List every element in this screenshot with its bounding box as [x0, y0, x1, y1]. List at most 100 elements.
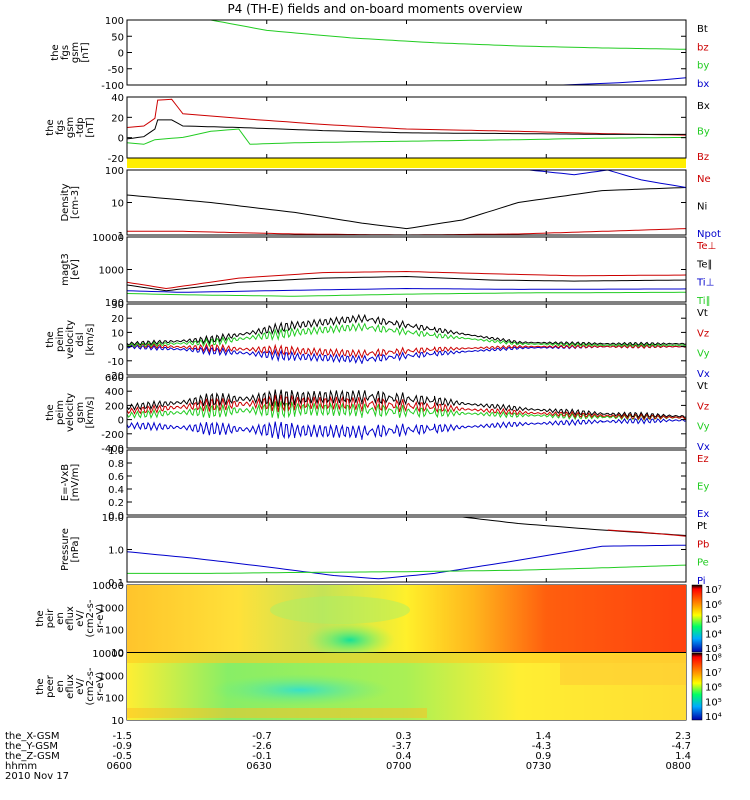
legend-entry-vz: Vz — [697, 401, 709, 412]
y-tick-label: 0.8 — [108, 459, 124, 470]
panel-frame — [126, 19, 687, 86]
legend-entry-vx: Vx — [697, 442, 710, 453]
legend-entry-ex: Ex — [697, 509, 709, 520]
panel-fgs-gsm: 100 50 0 -50 -100 thefgsgsm[nT] Bt bz by bx — [50, 16, 709, 92]
legend-entry-ti: Ti⊥ — [696, 278, 714, 289]
y-tick-label: 100 — [105, 166, 124, 177]
y-tick-label: 100 — [105, 16, 124, 27]
series-peim-velocity-gsm-Vz — [127, 394, 686, 421]
legend-entry-vt: Vt — [697, 308, 708, 319]
y-tick-label: 1.0 — [108, 446, 124, 457]
legend-entry-vz: Vz — [697, 328, 709, 339]
series-fgs-gsm-by — [210, 20, 686, 50]
legend-entry-pi: Pi — [697, 576, 706, 587]
y-tick-label: 600 — [105, 373, 124, 384]
y-tick-label: 10000 — [92, 649, 124, 660]
x-axis-value: -4.3 — [532, 741, 552, 752]
panel-frame — [126, 516, 687, 583]
mode-bar — [127, 158, 686, 168]
legend-entry-ne: Ne — [697, 174, 711, 185]
x-axis-value: 0700 — [386, 761, 411, 772]
legend-entry-npot: Npot — [697, 229, 721, 240]
legend-entry-by: by — [697, 61, 709, 72]
series-peim-velocity-gsm-Vy — [127, 401, 686, 422]
colorbar-tick-label: 10⁵ — [705, 697, 722, 708]
legend-entry-ez: Ez — [697, 454, 709, 465]
series-mom-temp-Te∥ — [127, 275, 686, 292]
y-tick-label: 30 — [111, 300, 124, 311]
series-pressure-Pi — [127, 544, 686, 580]
colorbar-tick-label: 10⁶ — [705, 683, 722, 694]
colorbar-tick-label: 10⁴ — [705, 629, 722, 640]
legend-entry-vy: Vy — [697, 422, 710, 433]
y-tick-label: 10 — [111, 716, 124, 727]
y-tick-label: 10.0 — [102, 513, 124, 524]
series-density-Ne — [127, 228, 686, 235]
legend-entry-pe: Pe — [697, 558, 709, 569]
heatmap-ion-spectrogram — [127, 585, 686, 658]
colorbar-tick-label: 10⁸ — [705, 653, 722, 664]
y-axis-label: thefgsgsm[nT] — [50, 42, 91, 63]
series-mom-temp-Ti∥ — [127, 291, 686, 297]
y-tick-label: 0 — [118, 134, 124, 145]
legend-entry-bx: Bx — [697, 101, 710, 112]
legend-entry-ey: Ey — [697, 482, 709, 493]
x-axis-value: -0.7 — [252, 731, 272, 742]
y-tick-label: 0.4 — [108, 485, 124, 496]
x-axis-value: 0630 — [246, 761, 271, 772]
y-tick-label: 0.2 — [108, 498, 124, 509]
legend-entry-pb: Pb — [697, 539, 709, 550]
x-axis-value: 1.4 — [535, 731, 551, 742]
y-axis-label: magt3[eV] — [60, 253, 81, 286]
panel-frame — [126, 449, 687, 516]
y-tick-label: 0.1 — [108, 578, 124, 589]
y-tick-label: 100 — [105, 626, 124, 637]
y-tick-label: -400 — [101, 444, 124, 455]
y-axis-label: E=-VxB[mV/m] — [60, 464, 81, 502]
colorbar-ion — [691, 584, 703, 653]
y-axis-label: thepeirenefluxeV/(cm2-s-sr-eV) — [35, 599, 106, 637]
x-axis-value: -3.7 — [392, 741, 412, 752]
x-axis-value: -1.5 — [112, 731, 132, 742]
series-peim-velocity-dsl-Vz — [127, 342, 686, 359]
y-tick-label: 100 — [105, 694, 124, 705]
panel-density: 100 10 1 Density[cm-3] Ne Ni Npot — [60, 166, 721, 242]
y-tick-label: 100 — [105, 298, 124, 309]
x-axis-value: -0.9 — [112, 741, 132, 752]
y-tick-label: 40 — [111, 93, 124, 104]
y-tick-label: -20 — [108, 371, 124, 382]
x-axis-row-label: the_X-GSM — [5, 731, 59, 742]
y-tick-label: 10000 — [92, 233, 124, 244]
series-mom-temp-Ti⊥ — [127, 287, 686, 293]
series-fgs-gsm-tdp-Bx — [127, 119, 686, 140]
figure-title: P4 (TH-E) fields and on-board moments ov… — [227, 2, 522, 16]
x-axis-value: -0.5 — [112, 751, 132, 762]
colorbar-tick-label: 10³ — [705, 644, 722, 655]
y-tick-label: 0.0 — [108, 511, 124, 522]
y-tick-label: -20 — [108, 154, 124, 165]
panel-fgs-gsm-tdp: 40 20 0 -20 thefgsgsm-tdp[nT] Bx By Bz — [45, 93, 710, 165]
panel-peim-velocity-dsl: 3020100-10-20thepeimvelocitydsl[km/s]VtV… — [45, 300, 710, 382]
legend-entry-vy: Vy — [697, 349, 710, 360]
y-axis-label: Density[cm-3] — [60, 183, 81, 221]
y-axis-label: Pressure[nPa] — [60, 528, 81, 571]
series-fgs-gsm-bx — [562, 77, 686, 85]
y-axis-label: thefgsgsm-tdp[nT] — [45, 117, 96, 138]
y-axis-label: thepeerenefluxeV/(cm2-s-sr-eV) — [35, 667, 106, 705]
y-tick-label: -50 — [108, 65, 124, 76]
panel-e-vxb: 1.0 0.8 0.6 0.4 0.2 0.0 E=-VxB[mV/m] Ez Ey Ex — [60, 446, 709, 522]
x-axis-value: 0.3 — [396, 731, 412, 742]
legend-entry-by: By — [697, 127, 710, 138]
colorbar-tick-label: 10⁷ — [705, 668, 722, 679]
x-axis-value: 0.4 — [396, 751, 412, 762]
panel-pressure: 10.0 1.0 0.1 Pressure[nPa] Pt Pb Pe Pi — [60, 513, 709, 589]
x-axis-value: 0800 — [666, 761, 691, 772]
y-tick-label: 1000 — [99, 266, 124, 277]
heatmap-electron-spectrogram — [127, 653, 686, 720]
y-tick-label: 0 — [118, 416, 124, 427]
y-tick-label: 200 — [105, 401, 124, 412]
y-tick-label: 1000 — [99, 671, 124, 682]
y-tick-label: 1 — [118, 231, 124, 242]
y-tick-label: 0 — [118, 343, 124, 354]
